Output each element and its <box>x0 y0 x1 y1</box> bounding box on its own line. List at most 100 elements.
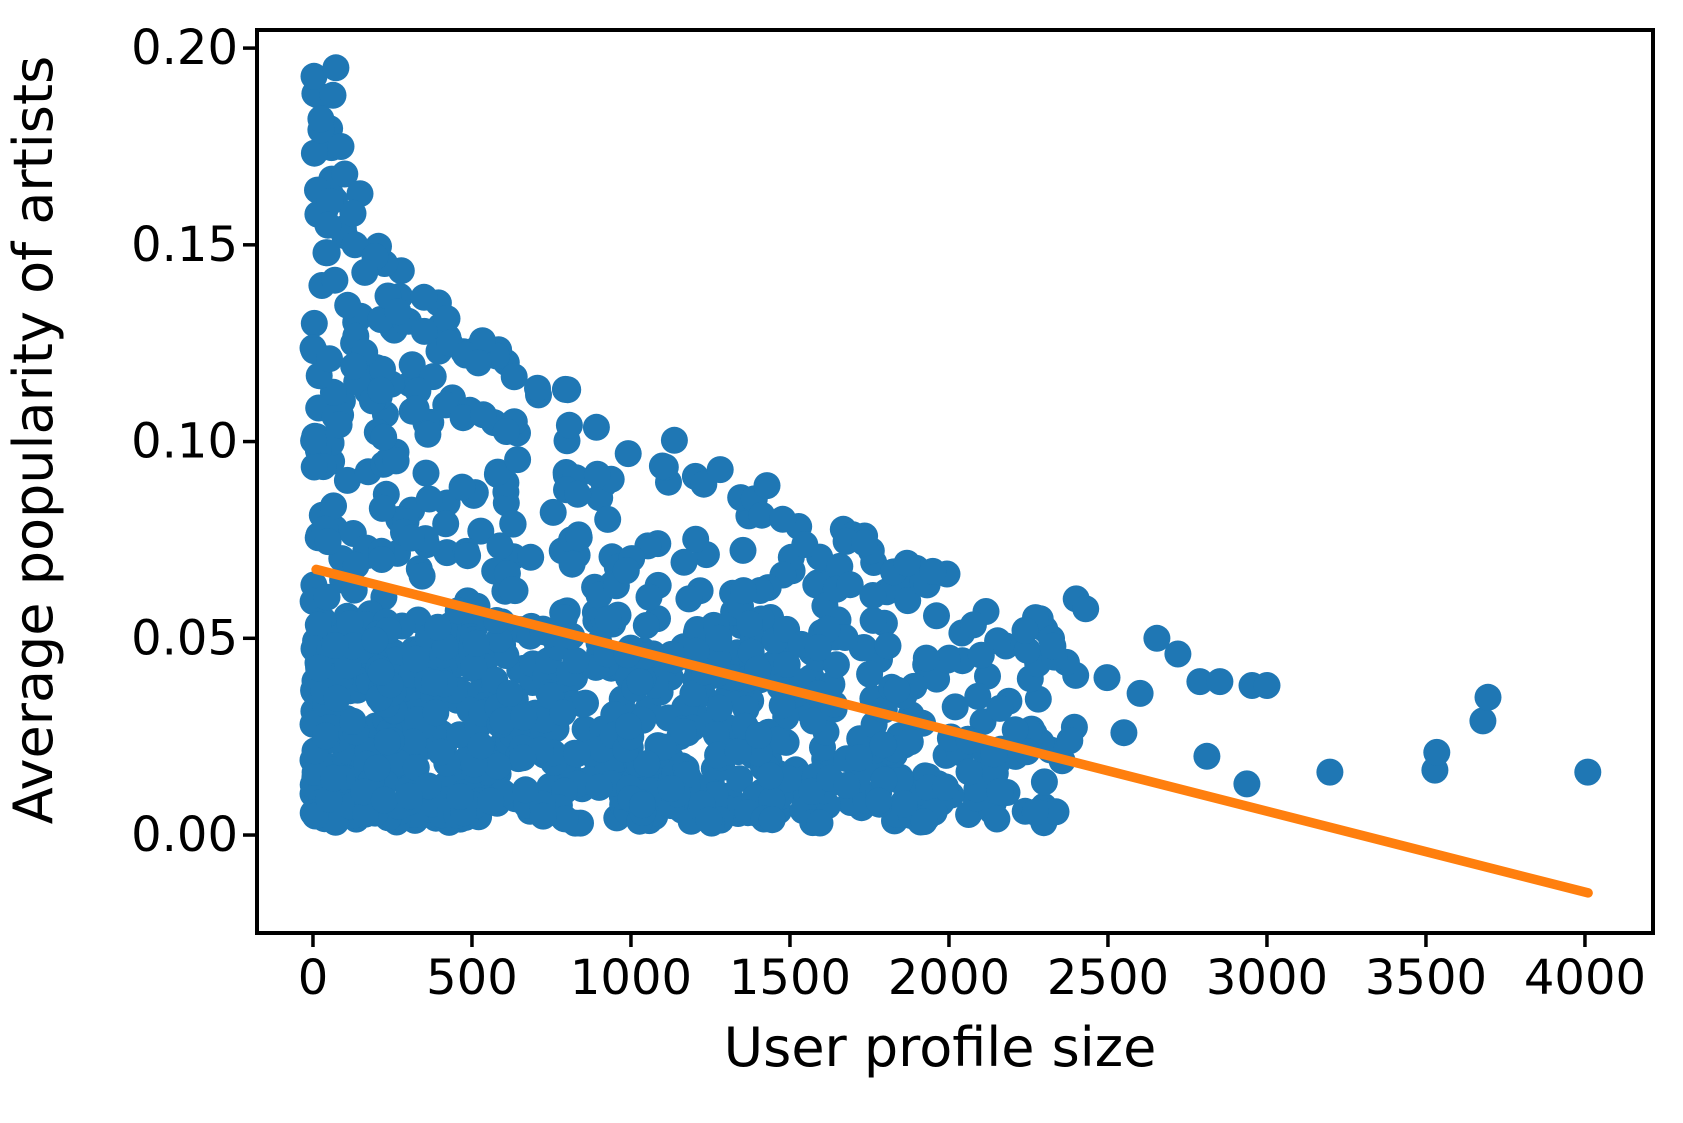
scatter-point <box>467 732 495 760</box>
scatter-point <box>524 374 551 402</box>
scatter-point <box>1423 738 1451 766</box>
scatter-point <box>986 694 1014 722</box>
scatter-point <box>529 802 557 830</box>
scatter-point <box>395 782 423 810</box>
scatter-point <box>1206 668 1234 696</box>
scatter-point <box>489 707 517 735</box>
scatter-point <box>498 576 526 604</box>
scatter-point <box>919 557 947 585</box>
scatter-point <box>648 452 676 480</box>
scatter-point <box>912 644 940 672</box>
scatter-point <box>373 728 401 756</box>
scatter-point <box>859 582 887 609</box>
scatter-point <box>469 401 497 429</box>
scatter-point <box>1193 742 1221 770</box>
scatter-point <box>870 766 898 794</box>
y-tick-label: 0.05 <box>131 610 238 666</box>
scatter-point <box>477 787 505 815</box>
scatter-point <box>893 549 921 577</box>
scatter-point <box>1042 798 1070 826</box>
scatter-point <box>420 669 448 697</box>
scatter-point <box>1013 636 1041 664</box>
scatter-point <box>300 62 328 90</box>
scatter-point <box>320 492 347 520</box>
scatter-point <box>314 528 342 556</box>
scatter-point <box>350 778 378 806</box>
scatter-point <box>657 775 685 802</box>
scatter-point <box>334 291 362 319</box>
scatter-point <box>1253 672 1281 699</box>
scatter-point <box>706 694 733 722</box>
scatter-point <box>325 411 353 439</box>
scatter-point <box>327 133 355 160</box>
scatter-point <box>1574 758 1602 786</box>
scatter-point <box>323 684 351 712</box>
scatter-point <box>342 551 370 579</box>
scatter-point <box>851 529 878 557</box>
scatter-point <box>799 707 827 735</box>
scatter-point <box>706 456 734 484</box>
scatter-point <box>856 660 884 688</box>
scatter-point <box>1126 679 1154 707</box>
scatter-point <box>460 653 488 681</box>
scatter-point <box>300 453 328 481</box>
scatter-point <box>1469 707 1497 735</box>
scatter-point <box>836 571 864 599</box>
scatter-point <box>933 646 961 674</box>
scatter-point <box>874 632 902 660</box>
scatter-point <box>554 376 582 404</box>
scatter-point <box>562 647 590 674</box>
scatter-point <box>410 317 438 345</box>
scatter-point <box>402 395 430 423</box>
scatter-point <box>768 691 796 719</box>
scatter-point <box>333 466 361 494</box>
scatter-point <box>467 517 495 545</box>
scatter-point <box>363 754 391 782</box>
scatter-point <box>959 611 987 639</box>
scatter-point <box>670 548 698 576</box>
scatter-point <box>321 266 349 294</box>
scatter-point <box>736 610 763 638</box>
scatter-point <box>402 645 430 673</box>
scatter-point <box>367 658 395 686</box>
scatter-point <box>510 703 538 731</box>
x-tick-label: 3000 <box>1206 950 1328 1006</box>
scatter-point <box>484 752 512 780</box>
trend-line <box>311 564 1593 898</box>
scatter-point <box>551 805 579 833</box>
scatter-point <box>923 602 950 630</box>
scatter-point <box>802 571 830 599</box>
scatter-point <box>504 446 532 474</box>
axes-spines <box>255 28 1655 935</box>
scatter-point <box>649 733 677 761</box>
scatter-point <box>424 613 452 641</box>
x-tick-label: 1500 <box>729 950 851 1006</box>
scatter-point <box>1039 632 1067 660</box>
scatter-point <box>427 738 455 766</box>
scatter-point <box>695 806 723 834</box>
scatter-point <box>769 505 797 533</box>
scatter-point <box>869 731 897 759</box>
scatter-point <box>865 787 893 815</box>
x-tick-label: 4000 <box>1524 950 1646 1006</box>
scatter-point <box>352 800 379 828</box>
scatter-point <box>612 557 640 585</box>
scatter-point <box>632 612 660 639</box>
scatter-point <box>410 283 438 311</box>
scatter-point <box>745 722 773 749</box>
scatter-point <box>321 632 349 659</box>
scatter-point <box>845 744 873 772</box>
scatter-point <box>1110 719 1138 747</box>
scatter-point <box>414 420 442 448</box>
scatter-point <box>319 81 347 109</box>
scatter-point <box>724 738 752 766</box>
scatter-point <box>1011 616 1039 644</box>
scatter-point <box>791 531 819 558</box>
y-tick-label: 0.00 <box>131 807 238 863</box>
scatter-point <box>351 258 379 286</box>
y-axis-label: Average popularity of artists <box>2 56 65 824</box>
scatter-point <box>804 634 832 662</box>
scatter-point <box>729 536 757 564</box>
scatter-point <box>1143 624 1171 652</box>
scatter-point <box>629 791 656 819</box>
